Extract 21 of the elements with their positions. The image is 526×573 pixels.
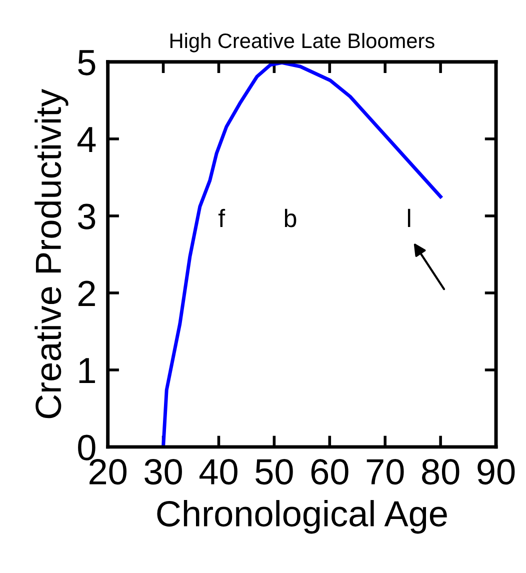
y-tick-label: 5: [78, 50, 96, 76]
y-tick-label: 1: [79, 358, 95, 384]
x-axis-title: Chronological Age: [157, 500, 447, 534]
x-tick-label: 70: [366, 459, 404, 485]
x-tick-label: 20: [90, 459, 127, 485]
y-axis-title: Creative Productivity: [34, 88, 68, 418]
chart-title: High Creative Late Bloomers: [170, 32, 434, 52]
y-tick-label: 0: [78, 434, 96, 460]
y-tick-label: 2: [78, 280, 95, 306]
annotation: f: [218, 208, 226, 227]
x-tick-label: 90: [478, 459, 515, 485]
x-tick-label: 50: [256, 459, 293, 485]
x-tick-label: 60: [311, 459, 348, 485]
x-tick-label: 40: [199, 459, 238, 485]
line-series: [162, 62, 442, 447]
annotation: b: [284, 208, 296, 228]
x-tick-label: 30: [144, 459, 182, 485]
x-tick-label: 80: [422, 459, 460, 485]
annotation: l: [408, 208, 410, 227]
y-tick-label: 4: [77, 127, 96, 152]
y-tick-label: 3: [78, 204, 96, 230]
